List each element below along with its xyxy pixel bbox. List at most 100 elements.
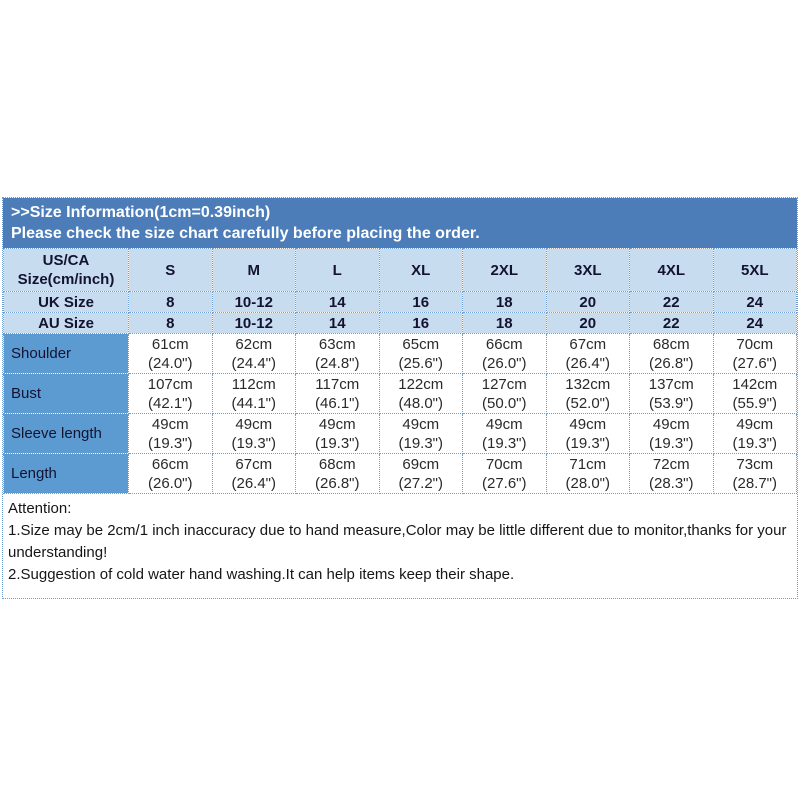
size-col-header-4xl: 4XL — [629, 248, 714, 292]
cm-value: 49cm — [652, 415, 690, 433]
cm-value: 72cm — [652, 455, 690, 473]
cm-value: 49cm — [569, 415, 607, 433]
inch-value: (53.9") — [648, 394, 694, 412]
cm-value: 63cm — [318, 335, 356, 353]
inch-value: (25.6") — [398, 354, 443, 372]
measurement-cell: 73cm (28.7") — [712, 453, 797, 494]
measurement-cell: 68cm (26.8") — [629, 333, 714, 374]
measurement-cell: 49cm (19.3") — [378, 413, 463, 454]
measurement-row-3: Length 66cm (26.0") 67cm (26.4") 68cm (26.8") 6… — [3, 453, 797, 494]
cm-value: 122cm — [398, 375, 444, 393]
inch-value: (27.6") — [732, 354, 777, 372]
cm-value: 142cm — [732, 375, 778, 393]
inch-value: (19.3") — [648, 434, 694, 452]
measurement-cell: 107cm (42.1") — [128, 373, 213, 414]
measurement-row-1: Bust 107cm (42.1") 112cm (44.1") 117cm (46.1")… — [3, 373, 797, 414]
attention-note-2: 2.Suggestion of cold water hand washing.… — [8, 566, 515, 583]
inch-value: (28.0") — [565, 474, 610, 492]
inch-value: (19.3") — [565, 434, 610, 452]
cm-value: 68cm — [652, 335, 690, 353]
cm-value: 49cm — [736, 415, 774, 433]
size-table-head: US/CA Size(cm/inch) S M L XL 2XL 3XL 4XL 5XL — [3, 248, 797, 292]
measurement-cell: 72cm (28.3") — [629, 453, 714, 494]
cm-value: 49cm — [402, 415, 440, 433]
inch-value: (26.4") — [565, 354, 610, 372]
measurement-cell: 132cm (52.0") — [545, 373, 630, 414]
measurement-cell: 127cm (50.0") — [462, 373, 547, 414]
inch-value: (19.3") — [481, 434, 527, 452]
inch-value: (19.3") — [231, 434, 276, 452]
size-col-header-3xl: 3XL — [545, 248, 630, 292]
size-info-title: >>Size Information(1cm=0.39inch) — [11, 204, 271, 221]
inch-value: (28.7") — [732, 474, 777, 492]
size-table: US/CA Size(cm/inch) S M L XL 2XL 3XL 4XL 5XL UK… — [3, 248, 797, 494]
inch-value: (19.3") — [314, 434, 360, 452]
cm-value: 70cm — [736, 335, 774, 353]
size-value-cell: 8 — [128, 291, 213, 313]
inch-value: (24.8") — [314, 354, 360, 372]
measurement-cell: 66cm (26.0") — [128, 453, 213, 494]
measurement-cell: 67cm (26.4") — [545, 333, 630, 374]
cm-value: 49cm — [485, 415, 523, 433]
measurement-cell: 112cm (44.1") — [211, 373, 296, 414]
size-chart-warning: Please check the size chart carefully be… — [11, 225, 480, 242]
measurement-cell: 65cm (25.6") — [378, 333, 463, 374]
measurement-cell: 69cm (27.2") — [378, 453, 463, 494]
corner-header: US/CA Size(cm/inch) — [3, 248, 129, 292]
measurement-cell: 49cm (19.3") — [128, 413, 213, 454]
size-value-cell: 18 — [462, 312, 547, 334]
measurement-cell: 49cm (19.3") — [629, 413, 714, 454]
inch-value: (42.1") — [147, 394, 193, 412]
cm-value: 137cm — [648, 375, 694, 393]
cm-value: 67cm — [569, 335, 607, 353]
corner-header-line2: Size(cm/inch) — [17, 271, 115, 288]
measurement-cell: 142cm (55.9") — [712, 373, 797, 414]
inch-value: (44.1") — [231, 394, 276, 412]
measurement-cell: 63cm (24.8") — [295, 333, 380, 374]
measurement-cell: 61cm (24.0") — [128, 333, 213, 374]
inch-value: (24.0") — [147, 354, 193, 372]
inch-value: (55.9") — [732, 394, 777, 412]
title-band: >>Size Information(1cm=0.39inch) Please … — [3, 198, 797, 248]
cm-value: 49cm — [235, 415, 273, 433]
measurement-cell: 62cm (24.4") — [211, 333, 296, 374]
measurement-cell: 49cm (19.3") — [211, 413, 296, 454]
size-value-cell: 14 — [295, 312, 380, 334]
cm-value: 132cm — [565, 375, 611, 393]
cm-value: 127cm — [481, 375, 527, 393]
cm-value: 67cm — [235, 455, 273, 473]
measurement-row-0: Shoulder 61cm (24.0") 62cm (24.4") 63cm (24.8"… — [3, 333, 797, 374]
cm-value: 49cm — [318, 415, 356, 433]
attention-note-1: 1.Size may be 2cm/1 inch inaccuracy due … — [8, 522, 787, 561]
size-table-body: UK Size 8 10-12 14 16 18 20 22 24 AU Size 8 10-12 14… — [3, 291, 797, 494]
cm-value: 69cm — [402, 455, 440, 473]
cm-value: 71cm — [569, 455, 607, 473]
inch-value: (19.3") — [147, 434, 193, 452]
inch-value: (26.4") — [231, 474, 276, 492]
measurement-row-label: Shoulder — [3, 333, 129, 374]
size-col-header-2xl: 2XL — [462, 248, 547, 292]
size-value-cell: 20 — [545, 312, 630, 334]
measurement-cell: 70cm (27.6") — [462, 453, 547, 494]
inch-value: (26.8") — [648, 354, 694, 372]
size-header-row: US/CA Size(cm/inch) S M L XL 2XL 3XL 4XL 5XL — [3, 248, 797, 292]
attention-section: Attention: 1.Size may be 2cm/1 inch inac… — [3, 494, 797, 598]
cm-value: 49cm — [151, 415, 189, 433]
size-value-cell: 18 — [462, 291, 547, 313]
cm-value: 62cm — [235, 335, 273, 353]
measurement-cell: 49cm (19.3") — [462, 413, 547, 454]
conversion-row-label: AU Size — [3, 312, 129, 334]
size-value-cell: 24 — [712, 312, 797, 334]
measurement-cell: 66cm (26.0") — [462, 333, 547, 374]
inch-value: (26.8") — [314, 474, 360, 492]
measurement-cell: 68cm (26.8") — [295, 453, 380, 494]
size-col-header-l: L — [295, 248, 380, 292]
inch-value: (19.3") — [398, 434, 443, 452]
measurement-cell: 49cm (19.3") — [295, 413, 380, 454]
inch-value: (26.0") — [481, 354, 527, 372]
size-value-cell: 22 — [629, 312, 714, 334]
conversion-row-1: AU Size 8 10-12 14 16 18 20 22 24 — [3, 312, 797, 334]
inch-value: (52.0") — [565, 394, 610, 412]
size-value-cell: 10-12 — [211, 291, 296, 313]
